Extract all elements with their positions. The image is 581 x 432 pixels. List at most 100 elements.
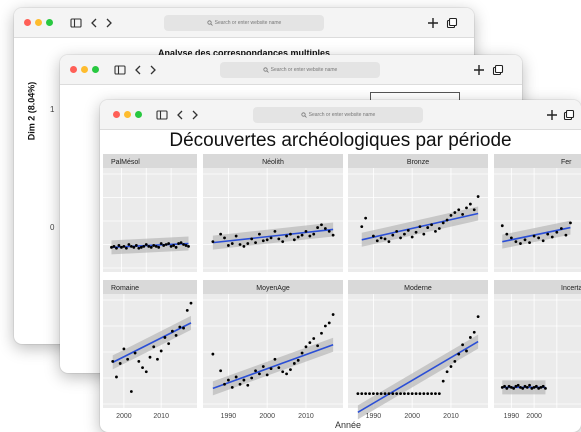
facet-strip xyxy=(203,280,343,294)
data-point xyxy=(126,357,130,361)
back-icon[interactable] xyxy=(87,16,101,30)
x-tick-label: 2000 xyxy=(116,413,132,420)
data-point xyxy=(537,387,541,390)
x-tick-label: 2010 xyxy=(298,413,314,420)
data-point xyxy=(167,342,171,346)
data-point xyxy=(532,234,536,238)
data-point xyxy=(379,392,383,395)
data-point xyxy=(152,345,156,349)
new-tab-icon[interactable] xyxy=(472,63,486,77)
browser-window-chart: Search or enter website name Découvertes… xyxy=(100,100,581,432)
browser-toolbar: Search or enter website name xyxy=(14,8,474,38)
new-tab-icon[interactable] xyxy=(426,16,440,30)
minimize-window-button[interactable] xyxy=(35,19,42,26)
data-point xyxy=(144,370,148,374)
data-point xyxy=(364,392,368,395)
zoom-window-button[interactable] xyxy=(92,66,99,73)
x-tick-label: 2000 xyxy=(259,413,275,420)
data-point xyxy=(122,347,126,351)
address-bar[interactable]: Search or enter website name xyxy=(220,62,380,78)
data-point xyxy=(273,357,277,361)
back-icon[interactable] xyxy=(173,108,187,122)
data-point xyxy=(406,392,410,395)
zoom-window-button[interactable] xyxy=(135,111,142,118)
data-point xyxy=(115,246,118,250)
data-point xyxy=(457,208,461,212)
forward-icon[interactable] xyxy=(188,108,202,122)
data-point xyxy=(514,240,518,244)
data-point xyxy=(304,345,308,349)
facet-strip xyxy=(103,280,197,294)
data-point xyxy=(144,243,148,246)
data-point xyxy=(399,392,402,395)
tabs-icon[interactable] xyxy=(445,16,459,30)
data-point xyxy=(523,384,527,388)
data-point xyxy=(156,357,159,361)
data-point xyxy=(170,329,174,333)
data-point xyxy=(512,387,516,390)
data-point xyxy=(327,321,331,325)
facet-label: Bronze xyxy=(407,159,429,166)
x-tick-label: 2010 xyxy=(153,413,169,420)
data-point xyxy=(118,362,122,365)
data-point xyxy=(141,366,144,369)
forward-icon[interactable] xyxy=(146,63,160,77)
data-point xyxy=(327,229,331,233)
data-point xyxy=(149,245,153,249)
address-bar[interactable]: Search or enter website name xyxy=(164,15,324,31)
address-placeholder: Search or enter website name xyxy=(270,67,338,73)
data-point xyxy=(174,245,178,249)
data-point xyxy=(254,241,257,245)
tabs-icon[interactable] xyxy=(491,63,505,77)
data-point xyxy=(111,359,115,363)
minimize-window-button[interactable] xyxy=(124,111,131,118)
data-point xyxy=(300,351,304,355)
data-point xyxy=(564,233,568,237)
data-point xyxy=(541,384,545,388)
data-point xyxy=(281,240,285,244)
data-point xyxy=(519,385,522,389)
data-point xyxy=(395,392,399,395)
data-point xyxy=(546,232,550,236)
data-point xyxy=(242,378,246,382)
data-point xyxy=(461,213,465,216)
minimize-window-button[interactable] xyxy=(81,66,88,73)
sidebar-icon[interactable] xyxy=(113,63,127,77)
forward-icon[interactable] xyxy=(102,16,116,30)
tabs-icon[interactable] xyxy=(562,108,576,122)
address-bar[interactable]: Search or enter website name xyxy=(253,107,423,123)
data-point xyxy=(254,369,257,373)
data-point xyxy=(127,243,131,246)
data-point xyxy=(541,239,545,243)
data-point xyxy=(124,246,128,250)
data-point xyxy=(115,375,118,379)
browser-toolbar: Search or enter website name xyxy=(60,55,522,85)
data-point xyxy=(163,336,167,339)
close-window-button[interactable] xyxy=(70,66,77,73)
zoom-window-button[interactable] xyxy=(46,19,53,26)
sidebar-icon[interactable] xyxy=(155,108,169,122)
sidebar-icon[interactable] xyxy=(69,16,83,30)
data-point xyxy=(129,390,133,393)
data-point xyxy=(509,385,513,389)
close-window-button[interactable] xyxy=(113,111,120,118)
mca-y-axis-label: Dim 2 (8.04%) xyxy=(26,81,37,141)
back-icon[interactable] xyxy=(131,63,145,77)
data-point xyxy=(159,242,163,245)
data-point xyxy=(277,366,281,369)
search-icon xyxy=(263,67,269,73)
x-tick-label: 1990 xyxy=(504,413,520,420)
facet-label: Romaine xyxy=(111,285,139,292)
data-point xyxy=(437,227,441,230)
data-point xyxy=(414,392,418,395)
facet-strip xyxy=(103,154,197,168)
data-point xyxy=(530,387,534,390)
new-tab-icon[interactable] xyxy=(545,108,559,122)
data-point xyxy=(403,232,406,236)
facet-strip xyxy=(348,154,488,168)
data-point xyxy=(500,224,504,228)
x-tick-label: 1990 xyxy=(221,413,237,420)
close-window-button[interactable] xyxy=(24,19,31,26)
data-point xyxy=(172,244,176,247)
x-tick-label: 1990 xyxy=(366,413,382,420)
